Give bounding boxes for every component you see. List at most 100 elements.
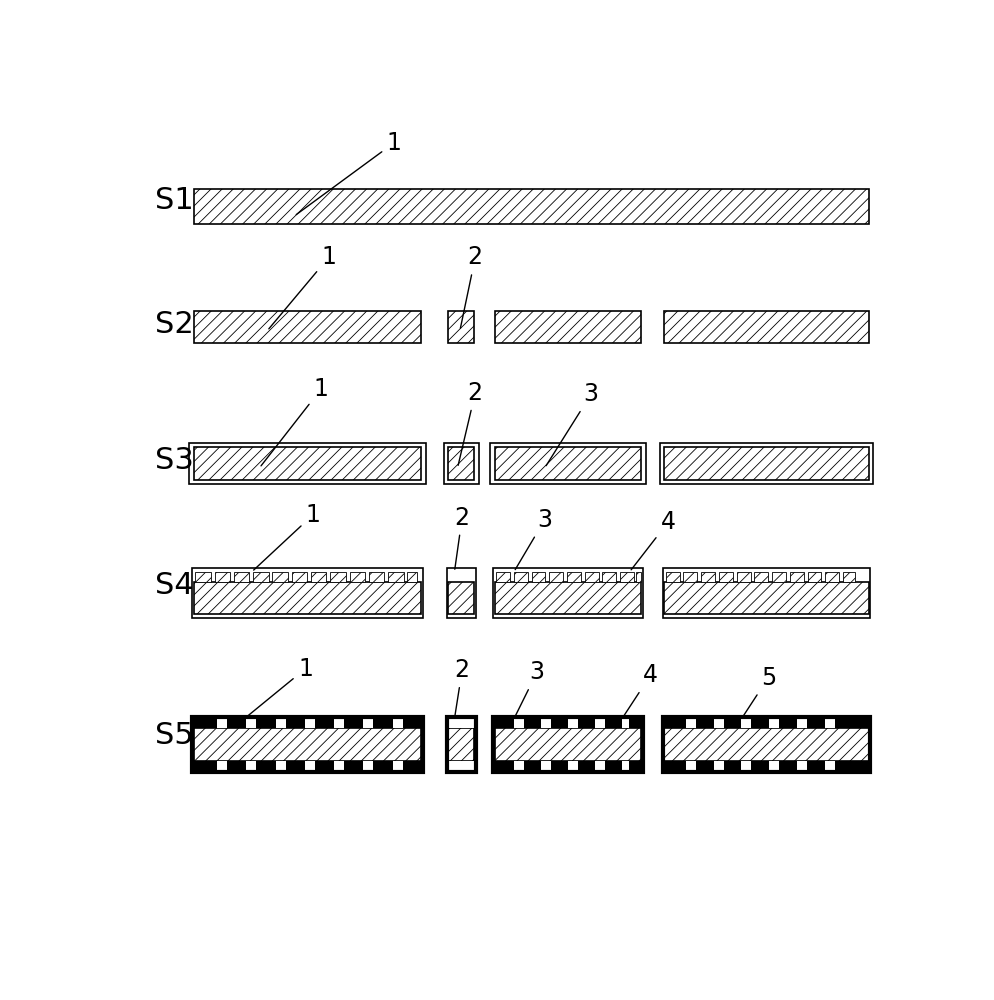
Bar [314, 719, 334, 728]
Text: 1: 1 [268, 245, 336, 329]
Bar [824, 572, 838, 582]
Bar [227, 761, 246, 770]
Bar [234, 572, 249, 582]
Bar [604, 719, 621, 728]
Bar [719, 572, 732, 582]
Bar [723, 719, 741, 728]
Bar [443, 443, 479, 484]
Bar [513, 572, 527, 582]
Bar [349, 572, 365, 582]
Text: 2: 2 [454, 506, 469, 569]
Bar [664, 719, 868, 728]
Bar [789, 572, 803, 582]
Text: S3: S3 [155, 446, 194, 475]
Text: 1: 1 [260, 377, 328, 466]
Bar [447, 719, 474, 728]
Bar [189, 443, 425, 484]
Bar [664, 719, 685, 728]
Bar [447, 761, 474, 770]
Bar [489, 443, 645, 484]
Bar [492, 568, 642, 618]
Bar [407, 572, 416, 582]
Bar [369, 572, 384, 582]
Bar [285, 719, 304, 728]
Bar [664, 582, 868, 614]
Bar [388, 572, 404, 582]
Bar [659, 443, 873, 484]
Bar [403, 761, 420, 770]
Bar [192, 568, 422, 618]
Bar [664, 728, 868, 761]
Text: 5: 5 [743, 666, 775, 717]
Bar [665, 572, 679, 582]
Bar [194, 189, 868, 224]
Bar [723, 761, 741, 770]
Text: 2: 2 [457, 381, 482, 465]
Bar [492, 717, 642, 772]
Bar [314, 761, 334, 770]
Bar [807, 572, 821, 582]
Text: 3: 3 [515, 508, 552, 570]
Text: 1: 1 [253, 503, 320, 570]
Bar [750, 719, 768, 728]
Bar [256, 719, 275, 728]
Bar [635, 572, 640, 582]
Bar [447, 447, 474, 480]
Bar [195, 572, 211, 582]
Bar [662, 568, 869, 618]
Bar [373, 719, 393, 728]
Bar [344, 761, 363, 770]
Bar [842, 572, 854, 582]
Text: S5: S5 [155, 722, 194, 750]
Bar [194, 719, 217, 728]
Bar [584, 572, 598, 582]
Bar [604, 761, 621, 770]
Bar [194, 728, 420, 761]
Bar [194, 719, 420, 728]
Bar [194, 447, 420, 480]
Bar [330, 572, 345, 582]
Bar [664, 447, 868, 480]
Text: S4: S4 [155, 571, 194, 600]
Bar [531, 572, 545, 582]
Bar [806, 761, 824, 770]
Bar [494, 447, 640, 480]
Bar [447, 582, 474, 614]
Bar [834, 761, 868, 770]
Text: 1: 1 [246, 657, 313, 717]
Text: 3: 3 [515, 660, 544, 717]
Bar [272, 572, 287, 582]
Bar [311, 572, 326, 582]
Bar [736, 572, 749, 582]
Bar [194, 311, 420, 343]
Bar [373, 761, 393, 770]
Bar [664, 761, 868, 770]
Bar [551, 761, 568, 770]
Bar [447, 728, 474, 761]
Text: 3: 3 [546, 382, 597, 466]
Bar [494, 311, 640, 343]
Bar [446, 717, 475, 772]
Bar [523, 719, 541, 728]
Bar [494, 728, 640, 761]
Bar [194, 582, 420, 614]
Bar [664, 311, 868, 343]
Bar [403, 719, 420, 728]
Bar [629, 719, 640, 728]
Text: 4: 4 [630, 510, 675, 570]
Bar [256, 761, 275, 770]
Bar [494, 719, 640, 728]
Bar [285, 761, 304, 770]
Bar [494, 761, 513, 770]
Bar [494, 582, 640, 614]
Bar [551, 719, 568, 728]
Text: S2: S2 [155, 310, 194, 339]
Bar [447, 311, 474, 343]
Bar [578, 719, 594, 728]
Bar [496, 572, 509, 582]
Bar [695, 719, 713, 728]
Bar [215, 572, 230, 582]
Bar [291, 572, 307, 582]
Bar [567, 572, 580, 582]
Bar [194, 761, 217, 770]
